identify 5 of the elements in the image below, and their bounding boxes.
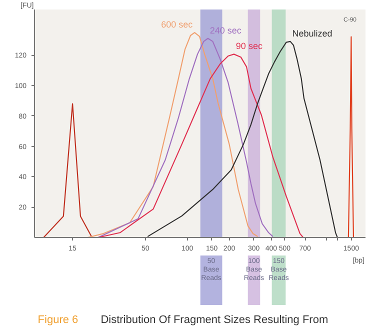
caption: Figure 6	[38, 314, 78, 326]
series-label: 90 sec	[236, 41, 263, 52]
series-label: Nebulized	[292, 28, 332, 38]
text: Distribution Of Fragment Sizes Resulting From	[100, 314, 328, 326]
series-label: 600 sec	[161, 20, 194, 30]
